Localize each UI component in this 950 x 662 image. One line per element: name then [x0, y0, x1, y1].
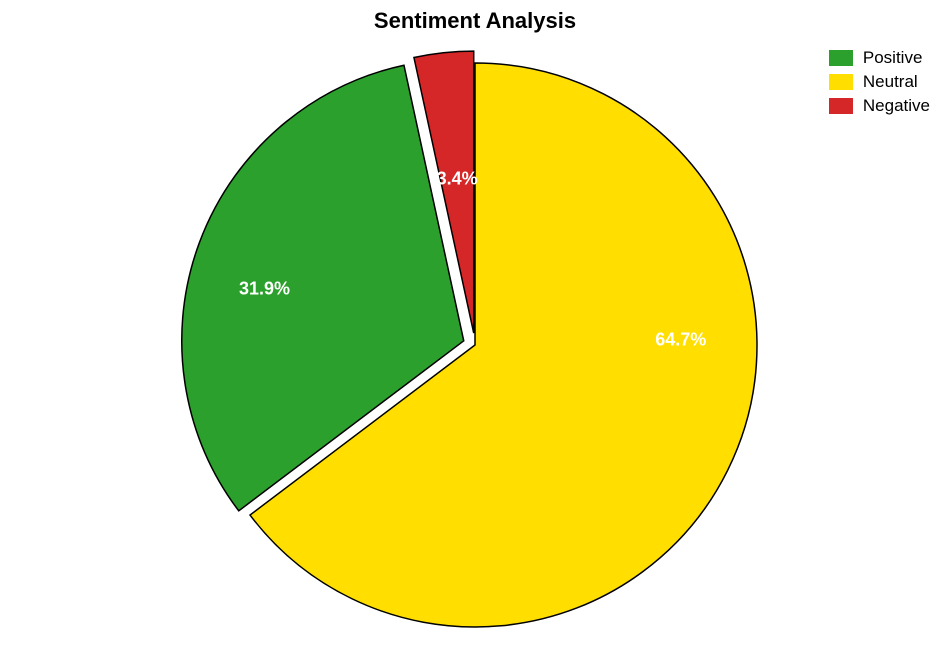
legend-label-positive: Positive	[863, 48, 923, 68]
slice-label-negative: 3.4%	[437, 168, 478, 189]
legend-label-neutral: Neutral	[863, 72, 918, 92]
pie-chart-svg	[0, 0, 950, 662]
chart-container: Sentiment Analysis 64.7%31.9%3.4% Positi…	[0, 0, 950, 662]
slice-label-positive: 31.9%	[239, 278, 290, 299]
legend-swatch-neutral	[829, 74, 853, 90]
legend-swatch-positive	[829, 50, 853, 66]
legend-item-negative: Negative	[829, 96, 930, 116]
legend-swatch-negative	[829, 98, 853, 114]
legend-item-positive: Positive	[829, 48, 930, 68]
legend: Positive Neutral Negative	[829, 48, 930, 120]
slice-label-neutral: 64.7%	[655, 329, 706, 350]
legend-item-neutral: Neutral	[829, 72, 930, 92]
legend-label-negative: Negative	[863, 96, 930, 116]
